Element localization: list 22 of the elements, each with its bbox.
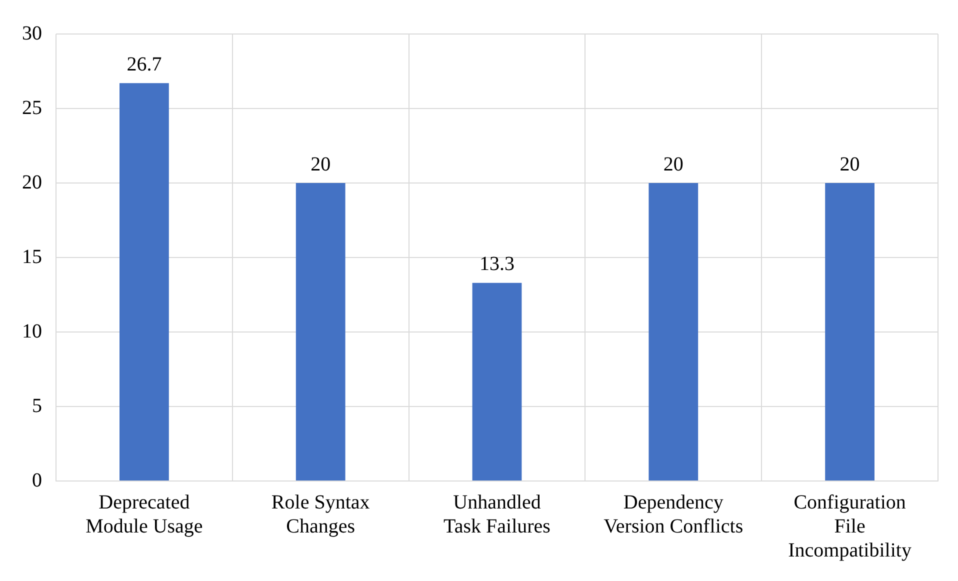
data-label: 20 <box>840 153 860 176</box>
x-tick-label: Configuration File Incompatibility <box>788 491 912 562</box>
x-tick-label: Dependency Version Conflicts <box>604 491 744 538</box>
y-tick-label: 25 <box>22 96 42 119</box>
bar <box>825 183 874 480</box>
bar <box>648 183 698 480</box>
y-tick-label: 5 <box>32 394 42 417</box>
bar <box>120 83 169 480</box>
y-tick-label: 0 <box>32 469 42 492</box>
x-tick-label: Deprecated Module Usage <box>86 491 203 538</box>
data-label: 13.3 <box>480 253 514 276</box>
y-tick-label: 20 <box>22 171 42 194</box>
bar <box>296 183 346 480</box>
x-tick-label: Unhandled Task Failures <box>444 491 551 538</box>
x-tick-label: Role Syntax Changes <box>271 491 370 538</box>
data-label: 20 <box>310 153 331 176</box>
y-tick-label: 10 <box>22 320 42 342</box>
data-label: 26.7 <box>126 53 162 76</box>
y-tick-label: 30 <box>22 22 42 44</box>
bar <box>472 282 522 480</box>
y-tick-label: 15 <box>22 246 42 268</box>
data-label: 20 <box>663 153 684 176</box>
